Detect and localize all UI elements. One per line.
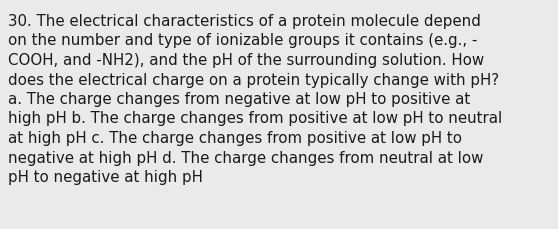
Text: 30. The electrical characteristics of a protein molecule depend: 30. The electrical characteristics of a …: [8, 14, 481, 29]
Text: at high pH c. The charge changes from positive at low pH to: at high pH c. The charge changes from po…: [8, 131, 462, 145]
Text: high pH b. The charge changes from positive at low pH to neutral: high pH b. The charge changes from posit…: [8, 111, 502, 126]
Text: negative at high pH d. The charge changes from neutral at low: negative at high pH d. The charge change…: [8, 150, 483, 165]
Text: COOH, and -NH2), and the pH of the surrounding solution. How: COOH, and -NH2), and the pH of the surro…: [8, 53, 484, 68]
Text: does the electrical charge on a protein typically change with pH?: does the electrical charge on a protein …: [8, 72, 499, 87]
Text: pH to negative at high pH: pH to negative at high pH: [8, 169, 203, 184]
Text: a. The charge changes from negative at low pH to positive at: a. The charge changes from negative at l…: [8, 92, 470, 106]
Text: on the number and type of ionizable groups it contains (e.g., -: on the number and type of ionizable grou…: [8, 33, 478, 48]
